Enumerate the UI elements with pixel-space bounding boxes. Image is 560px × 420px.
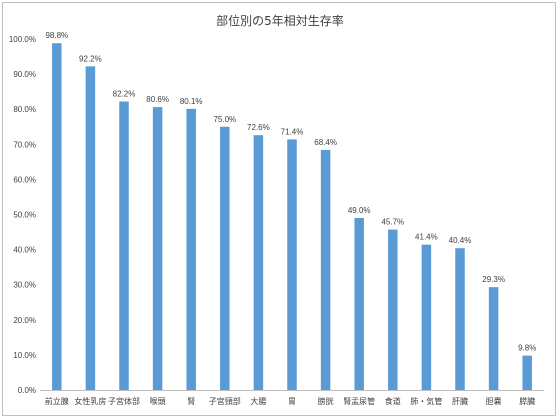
bar: [320, 149, 331, 390]
data-label: 41.4%: [415, 233, 438, 242]
y-tick-label: 40.0%: [13, 246, 36, 255]
y-tick-label: 80.0%: [13, 105, 36, 114]
category-label: 前立腺: [45, 396, 69, 406]
data-label: 75.0%: [213, 115, 236, 124]
bar: [488, 287, 499, 390]
data-labels: 98.8% 92.2% 82.2% 80.6% 80.1% 75.0% 72.6% 71.4%…: [45, 31, 536, 352]
data-label: 45.7%: [381, 218, 404, 227]
y-tick-label: 90.0%: [13, 70, 36, 79]
category-label: 喉頭: [150, 396, 166, 406]
data-label: 80.1%: [180, 97, 203, 106]
data-label: 9.8%: [518, 344, 536, 353]
y-axis-ticks: 0.0% 10.0% 20.0% 30.0% 40.0% 50.0% 60.0% 70.0% 8…: [9, 35, 36, 395]
y-tick-label: 10.0%: [13, 351, 36, 360]
category-label: 胃: [288, 397, 296, 406]
y-tick-label: 100.0%: [9, 35, 36, 44]
category-label: 膀胱: [318, 396, 334, 406]
data-label: 98.8%: [45, 31, 68, 40]
bar: [152, 107, 163, 391]
bar: [186, 108, 196, 390]
data-label: 40.4%: [449, 236, 472, 245]
bar: [455, 248, 465, 390]
bar: [522, 355, 532, 390]
category-label: 子宮頸部: [209, 396, 241, 406]
category-label: 腎: [187, 397, 195, 406]
category-label: 肺・気管: [410, 396, 442, 406]
y-tick-label: 0.0%: [18, 386, 36, 395]
y-tick-label: 60.0%: [13, 175, 36, 184]
bar: [220, 126, 230, 390]
bar: [287, 139, 297, 390]
bar: [421, 244, 432, 390]
category-label: 食道: [385, 396, 401, 406]
bar: [354, 218, 364, 390]
y-tick-label: 70.0%: [13, 140, 36, 149]
data-label: 49.0%: [348, 206, 371, 215]
data-label: 71.4%: [281, 127, 304, 136]
category-label: 肝臓: [452, 396, 468, 406]
y-tick-label: 50.0%: [13, 211, 36, 220]
bar: [253, 135, 264, 390]
bar: [119, 101, 129, 390]
category-label: 子宮体部: [108, 396, 140, 406]
y-tick-label: 20.0%: [13, 316, 36, 325]
y-tick-label: 30.0%: [13, 281, 36, 290]
category-label: 胆嚢: [486, 396, 502, 406]
data-label: 68.4%: [314, 138, 337, 147]
category-label: 膵臓: [519, 396, 535, 406]
category-label: 女性乳房: [74, 396, 106, 406]
data-label: 82.2%: [113, 89, 136, 98]
category-labels: 前立腺 女性乳房 子宮体部 喉頭 腎 子宮頸部 大腸 胃 膀胱 腎盂尿管 食道 肺・気管 肝臓 胆嚢 膵臓: [45, 396, 535, 406]
chart-title: 部位別の5年相対生存率: [216, 14, 344, 28]
data-label: 92.2%: [79, 54, 102, 63]
data-label: 72.6%: [247, 123, 270, 132]
category-label: 大腸: [250, 396, 266, 406]
bar: [52, 43, 62, 390]
data-label: 29.3%: [482, 275, 505, 284]
data-label: 80.6%: [146, 95, 169, 104]
bar: [85, 66, 96, 391]
bar: [388, 229, 398, 390]
bars: [52, 43, 532, 391]
category-label: 腎盂尿管: [343, 396, 375, 406]
